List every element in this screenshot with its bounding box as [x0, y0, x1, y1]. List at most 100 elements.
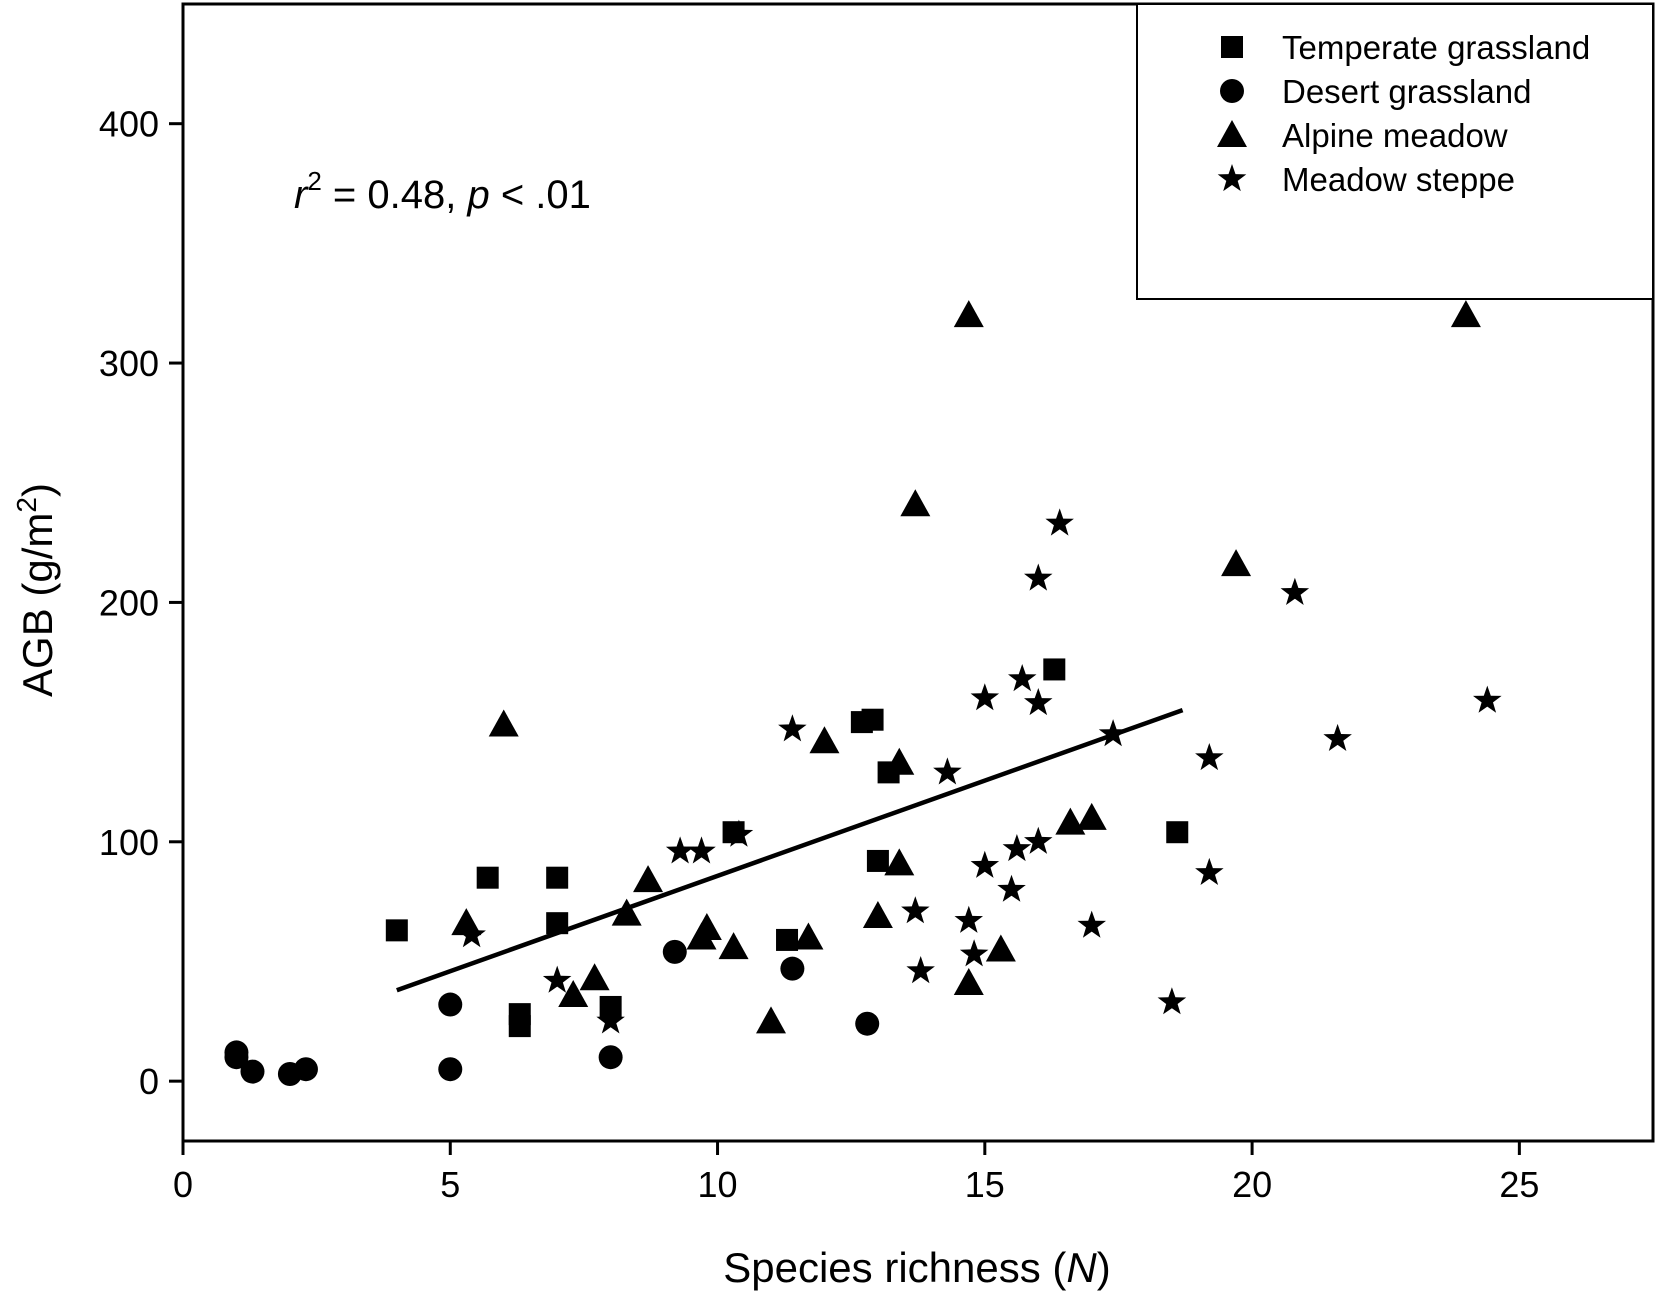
point-temperate-grassland	[861, 708, 884, 731]
y-axis-title: AGB (g/m2)	[11, 483, 61, 697]
point-meadow-steppe	[687, 836, 716, 864]
legend-marker-meadow-steppe	[1217, 164, 1247, 192]
point-meadow-steppe	[1024, 826, 1053, 854]
point-meadow-steppe	[724, 819, 754, 847]
x-axis-title: Species richness (N)	[723, 1244, 1110, 1291]
plot-frame	[181, 2, 1655, 1143]
point-alpine-meadow	[884, 747, 915, 775]
point-meadow-steppe	[596, 1006, 625, 1034]
point-alpine-meadow	[691, 912, 722, 940]
point-desert-grassland	[662, 939, 687, 964]
axes: 0 5 10 15 20 25 0 100 200 300 400	[99, 2, 1655, 1205]
series-meadow-steppe	[457, 508, 1502, 1034]
legend: Temperate grassland Desert grassland Alpin…	[1136, 3, 1654, 300]
point-alpine-meadow	[488, 709, 519, 737]
point-desert-grassland	[780, 956, 805, 981]
point-meadow-steppe	[1045, 508, 1074, 536]
point-meadow-steppe	[1323, 723, 1352, 751]
point-temperate-grassland	[1043, 658, 1066, 681]
point-meadow-steppe	[1195, 743, 1224, 771]
series-temperate-grassland	[385, 658, 1189, 1038]
point-meadow-steppe	[1098, 719, 1128, 747]
point-desert-grassland	[240, 1059, 265, 1084]
point-meadow-steppe	[970, 850, 1000, 878]
legend-label-alpine-meadow: Alpine meadow	[1282, 117, 1508, 154]
point-meadow-steppe	[1195, 857, 1224, 885]
point-meadow-steppe	[997, 874, 1026, 902]
legend-marker-alpine-meadow	[1217, 120, 1247, 147]
point-alpine-meadow	[633, 865, 664, 893]
point-meadow-steppe	[1002, 834, 1032, 862]
point-temperate-grassland	[546, 912, 569, 935]
point-temperate-grassland	[866, 849, 889, 872]
point-meadow-steppe	[954, 905, 983, 933]
point-meadow-steppe	[970, 683, 1000, 711]
point-meadow-steppe	[959, 939, 989, 967]
point-alpine-meadow	[1076, 802, 1107, 830]
point-desert-grassland	[438, 992, 463, 1017]
y-tick-label: 300	[99, 343, 159, 384]
x-tick-label: 25	[1499, 1164, 1539, 1205]
point-meadow-steppe	[1024, 688, 1053, 716]
x-tick-label: 15	[965, 1164, 1005, 1205]
point-alpine-meadow	[953, 968, 984, 996]
point-alpine-meadow	[558, 979, 589, 1007]
point-alpine-meadow	[1055, 807, 1086, 835]
legend-marker-desert-grassland	[1220, 79, 1244, 103]
point-desert-grassland	[855, 1011, 880, 1036]
x-tick-label: 0	[173, 1164, 193, 1205]
point-desert-grassland	[293, 1057, 318, 1082]
point-alpine-meadow	[718, 932, 749, 960]
legend-marker-temperate-grassland	[1221, 36, 1243, 58]
legend-label-meadow-steppe: Meadow steppe	[1282, 161, 1515, 198]
point-alpine-meadow	[1450, 300, 1481, 328]
regression-line-group	[396, 708, 1184, 993]
data-points	[224, 300, 1502, 1086]
point-alpine-meadow	[953, 300, 984, 328]
point-desert-grassland	[598, 1045, 623, 1070]
point-desert-grassland	[438, 1057, 463, 1082]
point-meadow-steppe	[542, 965, 572, 993]
x-tick-label: 20	[1232, 1164, 1272, 1205]
point-meadow-steppe	[1077, 910, 1106, 938]
point-alpine-meadow	[756, 1006, 786, 1034]
point-temperate-grassland	[546, 866, 569, 889]
point-alpine-meadow	[793, 922, 824, 950]
y-tick-label: 100	[99, 822, 159, 863]
point-alpine-meadow	[579, 963, 610, 991]
point-temperate-grassland	[1166, 821, 1189, 844]
point-alpine-meadow	[900, 489, 931, 517]
series-desert-grassland	[224, 939, 880, 1086]
legend-label-temperate-grassland: Temperate grassland	[1282, 29, 1590, 66]
x-tick-label: 5	[440, 1164, 460, 1205]
point-meadow-steppe	[1024, 563, 1053, 591]
point-alpine-meadow	[862, 900, 893, 928]
regression-line	[396, 708, 1184, 993]
point-alpine-meadow	[884, 848, 915, 876]
point-temperate-grassland	[776, 928, 799, 951]
point-meadow-steppe	[1008, 664, 1037, 692]
point-meadow-steppe	[1157, 987, 1187, 1015]
series-alpine-meadow	[451, 300, 1481, 1034]
point-meadow-steppe	[933, 757, 962, 785]
y-tick-label: 0	[139, 1061, 159, 1102]
point-alpine-meadow	[809, 726, 840, 754]
point-meadow-steppe	[1280, 577, 1310, 605]
point-meadow-steppe	[778, 714, 807, 742]
point-alpine-meadow	[1221, 549, 1252, 577]
y-tick-label: 200	[99, 582, 159, 623]
point-meadow-steppe	[906, 956, 935, 984]
point-alpine-meadow	[611, 898, 642, 926]
point-temperate-grassland	[508, 1015, 531, 1038]
point-desert-grassland	[224, 1045, 249, 1070]
fit-annotation: r2 = 0.48, p < .01	[294, 166, 591, 217]
legend-label-desert-grassland: Desert grassland	[1282, 73, 1531, 110]
point-meadow-steppe	[457, 920, 486, 948]
x-tick-label: 10	[698, 1164, 738, 1205]
point-alpine-meadow	[985, 934, 1016, 962]
y-tick-label: 400	[99, 104, 159, 145]
point-meadow-steppe	[665, 836, 695, 864]
point-meadow-steppe	[1473, 685, 1502, 713]
point-temperate-grassland	[385, 919, 408, 942]
